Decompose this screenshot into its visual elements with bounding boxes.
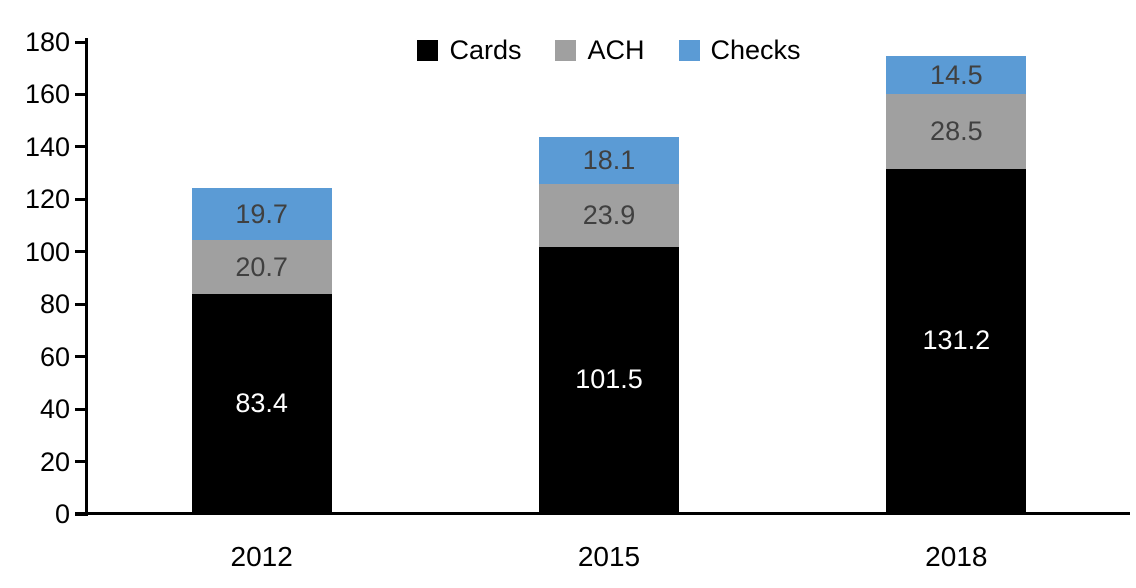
bar-value-label-checks-2015: 18.1 [582, 144, 636, 175]
bar-segment-ach-2018: 28.5 [886, 94, 1027, 169]
y-axis-tick-label: 80 [39, 289, 70, 320]
bar-segment-checks-2018: 14.5 [886, 56, 1027, 95]
y-axis-tick [75, 145, 88, 149]
bar-value-label-cards-2012: 83.4 [235, 388, 288, 419]
bar-segment-cards-2015: 101.5 [539, 246, 679, 513]
bar-value-label-checks-2018: 14.5 [930, 59, 983, 90]
y-axis-tick-label: 100 [24, 236, 70, 267]
bar-value-label-ach-2018: 28.5 [930, 116, 983, 147]
y-axis-tick [75, 250, 88, 254]
bar-value-label-cards-2015: 101.5 [575, 364, 643, 395]
y-axis-tick-label: 60 [39, 341, 70, 372]
legend-label-cards: Cards [449, 34, 522, 65]
y-axis-tick-label: 20 [39, 446, 70, 477]
y-axis-line [85, 38, 88, 516]
bar-segment-ach-2015: 23.9 [539, 184, 679, 247]
y-axis-tick [75, 407, 88, 411]
legend-item-ach: ACH [555, 34, 645, 65]
bar-value-label-ach-2012: 20.7 [235, 251, 288, 282]
chart-legend: Cards ACH Checks [88, 33, 1130, 67]
y-axis-tick-label: 180 [24, 27, 70, 57]
y-axis-tick-label: 40 [39, 394, 70, 425]
bar-segment-cards-2018: 131.2 [886, 168, 1027, 513]
y-axis-tick [75, 302, 88, 306]
y-axis-tick [75, 512, 88, 516]
legend-label-ach: ACH [587, 34, 645, 65]
y-axis-tick-label: 120 [24, 184, 70, 215]
legend-swatch-icon-checks [678, 39, 700, 61]
x-axis-label-2012: 2012 [230, 541, 293, 572]
x-axis-line [75, 512, 1130, 515]
legend-swatch-icon-cards [417, 39, 439, 61]
bar-segment-ach-2012: 20.7 [191, 240, 332, 295]
legend-item-checks: Checks [678, 34, 801, 65]
y-axis-tick-label: 160 [24, 79, 70, 110]
bar-value-label-ach-2015: 23.9 [582, 200, 636, 230]
legend-item-cards: Cards [417, 34, 522, 65]
legend-label-checks: Checks [710, 34, 801, 65]
y-axis-tick-label: 140 [24, 131, 70, 162]
legend-swatch-icon-ach [555, 39, 577, 61]
y-axis-tick [75, 40, 88, 44]
bar-value-label-checks-2012: 19.7 [235, 198, 288, 229]
y-axis-tick [75, 197, 88, 201]
bar-segment-cards-2012: 83.4 [191, 294, 332, 513]
x-axis-label-2018: 2018 [925, 541, 988, 572]
y-axis-tick-label: 0 [54, 499, 70, 529]
y-axis-tick [75, 460, 88, 464]
bar-segment-checks-2012: 19.7 [191, 188, 332, 241]
x-axis-label-2015: 2015 [577, 541, 641, 572]
y-axis-tick [75, 355, 88, 359]
bar-value-label-cards-2018: 131.2 [922, 325, 991, 356]
y-axis-tick [75, 92, 88, 96]
bar-segment-checks-2015: 18.1 [539, 136, 679, 185]
